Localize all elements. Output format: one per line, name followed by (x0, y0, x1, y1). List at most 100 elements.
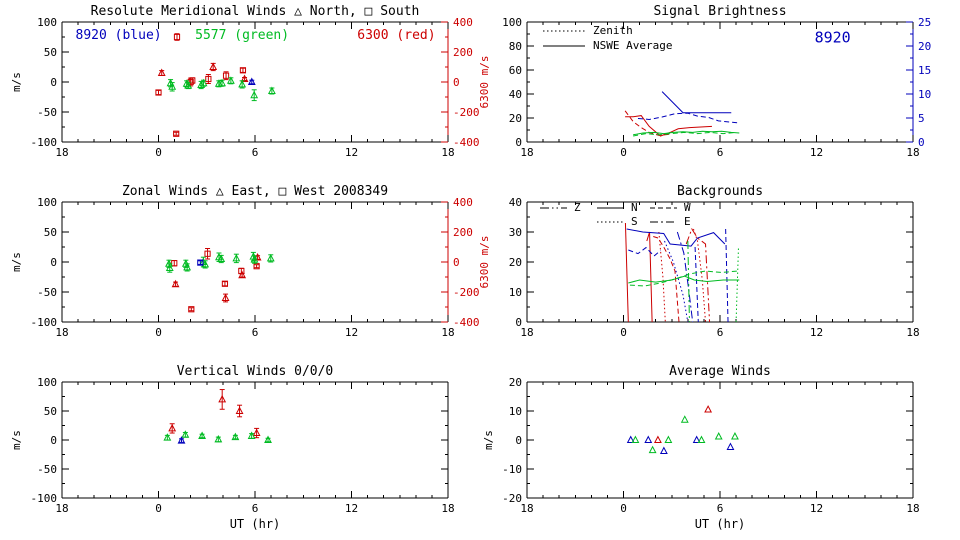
series-e-red (685, 227, 711, 323)
avg-8920-blue-triangle-marker (659, 446, 668, 455)
y-tick-label: -20 (502, 492, 522, 505)
x-tick-label: 0 (620, 326, 627, 339)
scatter-vertical-5577-green (163, 430, 272, 443)
winds-5577-green-triangle-marker (201, 259, 210, 268)
right-tick-label: -200 (453, 106, 480, 119)
series-w-blue-a (628, 246, 661, 257)
series-zenith-6300-red (624, 110, 671, 136)
y-tick-label: 20 (509, 256, 522, 269)
scatter-winds-5577-green (166, 76, 276, 102)
winds-5577-green-triangle-marker (238, 79, 247, 88)
scatter-north-6300-red-triangles (157, 62, 249, 82)
winds-5577-green-triangle-marker (217, 254, 226, 262)
avg-8920-blue-triangle-marker (692, 435, 701, 443)
legend-label-n: N (631, 201, 638, 214)
north-6300-red-triangles-triangle-marker (209, 62, 218, 70)
vertical-5577-green-triangle-marker (231, 432, 240, 441)
winds-8920-blue-triangle-marker (247, 77, 256, 85)
panel-title-backgrounds: Backgrounds (677, 184, 763, 199)
y-tick-label: -50 (37, 286, 57, 299)
winds-5577-green-triangle-marker (232, 253, 241, 262)
winds-5577-green-triangle-marker (267, 86, 276, 94)
east-6300-red-triangles-triangle-marker (238, 270, 247, 279)
vertical-5577-green-triangle-marker (163, 433, 172, 441)
axes-vertical-winds (61, 381, 449, 499)
x-axis-title: UT (hr) (695, 517, 746, 531)
series-zenith-8920-blue (637, 112, 738, 124)
panel-title-meridional-winds: Resolute Meridional Winds △ North, □ Sou… (91, 4, 420, 19)
avg-5577-green-triangle-marker (697, 435, 706, 443)
x-tick-label: 18 (441, 502, 454, 515)
south-6300-red-squares-square-marker (239, 67, 247, 74)
y-tick-label: 10 (509, 405, 522, 418)
series-nswe-5577-green (633, 130, 740, 136)
y-axis-title: m/s (482, 430, 495, 450)
winds-5577-green-triangle-marker (183, 262, 192, 271)
right-tick-label: 200 (453, 226, 473, 239)
x-tick-label: 18 (520, 146, 533, 159)
winds-5577-green-triangle-marker (199, 78, 208, 87)
x-tick-label: 18 (441, 146, 454, 159)
right-tick-label: 400 (453, 16, 473, 29)
x-tick-label: 0 (155, 326, 162, 339)
scatter-west-6300-red-squares (171, 248, 260, 313)
series-w-green (629, 270, 738, 287)
annotation-8920: 8920 (815, 28, 851, 46)
x-tick-label: 12 (810, 326, 823, 339)
x-tick-label: 6 (252, 502, 259, 515)
scatter-vertical-6300-red (168, 389, 261, 439)
x-tick-label: 6 (252, 146, 259, 159)
x-tick-label: 18 (55, 326, 68, 339)
vertical-5577-green-triangle-marker (247, 431, 256, 439)
avg-5577-green-triangle-marker (680, 415, 689, 423)
y-tick-label: -100 (31, 136, 58, 149)
right-tick-label: 0 (453, 76, 460, 89)
avg-5577-green-triangle-marker (714, 432, 723, 440)
legend-signal-brightness: Zenith NSWE Average (543, 24, 672, 52)
right-tick-label: -400 (453, 136, 480, 149)
y-tick-label: 0 (50, 434, 57, 447)
y-tick-label: 100 (37, 376, 57, 389)
vertical-8920-blue-triangle-marker (177, 436, 186, 444)
vertical-6300-red-triangle-marker (218, 394, 227, 403)
y-tick-label: 20 (509, 112, 522, 125)
south-6300-red-squares-square-marker (205, 75, 212, 83)
y-tick-label: 40 (509, 88, 522, 101)
y-tick-label: -100 (31, 316, 58, 329)
winds-5577-green-triangle-marker (250, 255, 259, 263)
right-tick-label: 0 (453, 256, 460, 269)
right-axis-title: 6300 m/s (478, 56, 491, 109)
avg-5577-green-triangle-marker (631, 435, 640, 443)
east-6300-red-triangles-triangle-marker (253, 253, 262, 261)
y-axis-title: m/s (10, 72, 23, 92)
axes-signal-brightness (526, 21, 914, 143)
series-nswe-8920-blue (661, 91, 732, 114)
south-6300-red-squares-square-marker (173, 130, 180, 137)
series-w-blue-c (725, 228, 729, 323)
scatter-vertical-8920-blue (177, 436, 186, 444)
panel-title-average-winds: Average Winds (669, 364, 771, 379)
y-tick-label: -50 (37, 106, 57, 119)
annotation-8920-blue-: 8920 (blue) (76, 28, 162, 43)
y-tick-label: 20 (509, 376, 522, 389)
y-tick-label: 0 (50, 76, 57, 89)
winds-5577-green-triangle-marker (184, 81, 193, 89)
panel-vertical-winds: 18 0 6 12 18 UT (hr) 100 50 0 -50 -100 Vertical Win… (10, 364, 455, 531)
west-6300-red-squares-square-marker (204, 250, 211, 257)
y-tick-label: 100 (37, 16, 57, 29)
south-6300-red-squares-square-marker (222, 72, 230, 79)
west-6300-red-squares-square-marker (221, 280, 229, 287)
scatter-winds-8920-blue (197, 259, 204, 266)
axes-average-winds (526, 381, 914, 499)
vertical-5577-green-triangle-marker (198, 431, 207, 439)
vertical-5577-green-triangle-marker (214, 434, 223, 443)
vertical-5577-green-triangle-marker (181, 430, 190, 438)
x-tick-label: 0 (155, 146, 162, 159)
y-tick-label: 100 (502, 16, 522, 29)
x-tick-label: 18 (441, 326, 454, 339)
y-tick-label: 0 (515, 316, 522, 329)
x-tick-label: 0 (620, 146, 627, 159)
series-zenith-5577-green (633, 131, 737, 137)
